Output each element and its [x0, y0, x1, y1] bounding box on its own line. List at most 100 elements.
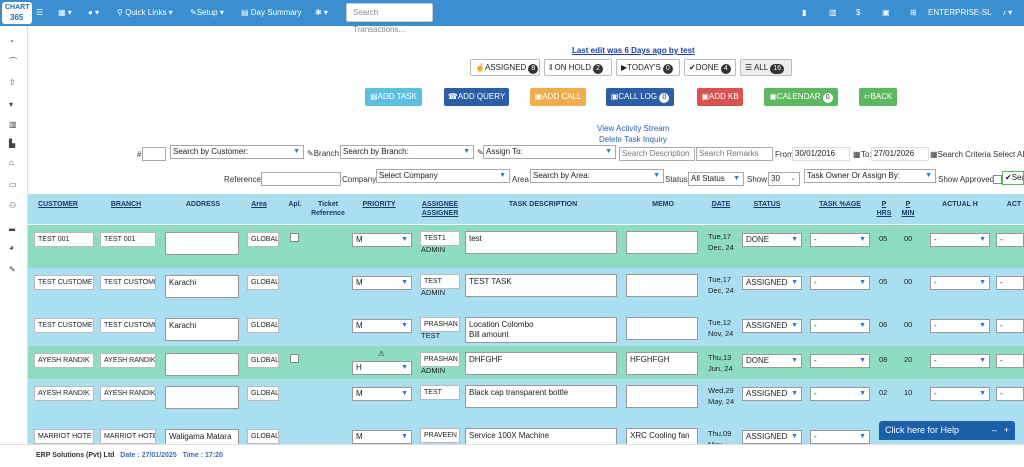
barcode-icon[interactable]: ▥ [9, 120, 17, 129]
col-p-hrs[interactable]: P HRS [876, 201, 892, 217]
calendar-button[interactable]: ▣CALENDAR 0 [764, 88, 838, 106]
branch-cell[interactable]: TEST CUSTOME [100, 318, 156, 333]
filter-todays-button[interactable]: ▶TODAY'S 0 [616, 59, 680, 76]
priority-select[interactable]: M ▼ [352, 387, 412, 401]
day-summary-link[interactable]: ▤ Day Summary [241, 8, 302, 17]
area-select[interactable]: Search by Area: ▼ [530, 169, 664, 183]
customer-cell[interactable]: AYESH RANDIK [34, 386, 94, 401]
menu-icon[interactable]: ☰ [36, 8, 44, 17]
show-count-select[interactable]: 30 ⌄ [768, 172, 800, 186]
status-select[interactable]: ASSIGNED ▼ [742, 430, 802, 444]
col-assignee[interactable]: ASSIGNEE ASSIGNER [421, 201, 459, 217]
expand-icon[interactable]: + [1003, 425, 1009, 435]
assignee-cell[interactable]: TEST1 [420, 231, 460, 246]
status-select[interactable]: All Status ▼ [688, 172, 744, 186]
notification-bell-icon[interactable]: ♪ ▾ [1002, 8, 1013, 17]
wrench-icon[interactable]: ✎ [9, 265, 16, 274]
address-textarea[interactable] [165, 386, 239, 409]
quick-links-menu[interactable]: ⚲ Quick Links ▾ [117, 8, 173, 17]
task-description-textarea[interactable]: DHFGHF [465, 352, 617, 375]
col-area[interactable]: Area [251, 201, 267, 208]
assignee-cell[interactable]: TEST [420, 274, 460, 289]
branch-select[interactable]: Search by Branch: ▼ [340, 145, 474, 159]
setup-menu[interactable]: ✎Setup ▾ [190, 8, 224, 17]
app-logo[interactable]: CHART 365 [2, 2, 32, 24]
view-activity-stream-link[interactable]: View Activity Stream [597, 124, 670, 133]
task-age-select[interactable]: - ▼ [810, 430, 870, 444]
assignee-cell[interactable]: PRASHAN [420, 317, 460, 332]
company-name[interactable]: ENTERPRISE-SL [928, 8, 992, 17]
customer-select[interactable]: Search by Customer: ▼ [170, 145, 304, 159]
priority-select[interactable]: M ▼ [352, 276, 412, 290]
col-branch[interactable]: BRANCH [110, 201, 142, 208]
task-age-select[interactable]: - ▼ [810, 387, 870, 401]
status-select[interactable]: ASSIGNED ▼ [742, 276, 802, 290]
branch-cell[interactable]: TEST CUSTOME [100, 275, 156, 290]
actual-hours-select[interactable]: - ▼ [930, 233, 990, 247]
actual-min-select[interactable]: - [996, 276, 1024, 290]
col-priority[interactable]: PRIORITY [362, 201, 396, 208]
bank-icon[interactable]: ⌂ [9, 158, 14, 167]
upload-icon[interactable]: ⇧ [9, 78, 16, 87]
apl-checkbox[interactable] [290, 233, 299, 242]
add-query-button[interactable]: ☎ADD QUERY [444, 88, 509, 106]
assign-to-select[interactable]: Assign To: ▼ [483, 145, 616, 159]
line-chart-icon[interactable]: ⌒ [9, 57, 17, 66]
add-kb-button[interactable]: ▣ADD KB [697, 88, 743, 106]
filter-onhold-button[interactable]: ‖ ON HOLD 2 [544, 59, 612, 76]
search-button[interactable]: ✔Search [1002, 171, 1024, 185]
dashboard-icon[interactable]: ◔ [9, 37, 14, 46]
filter-done-button[interactable]: ✔DONE 4 [684, 59, 736, 76]
task-age-select[interactable]: - ▼ [810, 233, 870, 247]
add-task-button[interactable]: ▤ADD TASK [365, 88, 422, 106]
last-edit-link[interactable]: Last edit was 6 Days ago by test [572, 46, 695, 55]
apl-checkbox[interactable] [290, 354, 299, 363]
priority-select[interactable]: M ▼ [352, 233, 412, 247]
delete-task-inquiry-link[interactable]: Delete Task Inquiry [599, 135, 667, 144]
cart-icon[interactable]: ▾ [9, 100, 14, 109]
status-select[interactable]: ASSIGNED ▼ [742, 387, 802, 401]
actual-min-select[interactable]: - [996, 319, 1024, 333]
memo-textarea[interactable] [626, 274, 698, 297]
branch-cell[interactable]: AYESH RANDIK [100, 386, 156, 401]
search-remarks-input[interactable]: Search Remarks [696, 147, 773, 161]
address-textarea[interactable]: Karachi [165, 275, 239, 298]
settings-icon[interactable]: ✱ ▾ [315, 8, 328, 17]
customer-cell[interactable]: MARRIOT HOTE [34, 429, 94, 444]
memo-textarea[interactable] [626, 385, 698, 408]
memo-textarea[interactable] [626, 231, 698, 254]
customer-cell[interactable]: AYESH RANDIK [34, 353, 94, 368]
task-owner-select[interactable]: Task Owner Or Assign By: ▼ [804, 169, 936, 183]
calculator-icon[interactable]: ▦ ▾ [58, 8, 72, 17]
status-select[interactable]: DONE ▼ [742, 233, 802, 247]
filter-all-button[interactable]: ☰ ALL 16 [740, 59, 792, 76]
task-age-select[interactable]: - ▼ [810, 354, 870, 368]
priority-select[interactable]: M ▼ [352, 319, 412, 333]
branch-cell[interactable]: MARRIOT HOTE [100, 429, 156, 444]
task-description-textarea[interactable]: Location Colombo Bill amount [465, 317, 617, 343]
minimize-icon[interactable]: – [991, 425, 997, 435]
address-textarea[interactable] [165, 353, 239, 376]
search-description-input[interactable]: Search Description [619, 147, 695, 161]
priority-select[interactable]: M ▼ [352, 430, 412, 444]
ticket-number-input[interactable] [142, 147, 166, 161]
chart-icon[interactable]: ▥ [829, 8, 837, 17]
show-approved-checkbox[interactable] [993, 175, 1002, 184]
col-task-age[interactable]: TASK %AGE [819, 201, 861, 208]
filter-assigned-button[interactable]: ☝ASSIGNED 8 [470, 59, 540, 76]
building-icon[interactable]: ⊞ [910, 8, 917, 17]
memo-textarea[interactable]: HFGHFGH [626, 352, 698, 375]
document-icon[interactable]: ▮ [802, 8, 807, 17]
pie-chart-icon[interactable]: ◕ [9, 243, 14, 252]
add-call-button[interactable]: ▣ADD CALL [530, 88, 586, 106]
calendar-icon[interactable]: ▦ [853, 150, 861, 159]
col-date[interactable]: DATE [711, 201, 731, 208]
assignee-cell[interactable]: PRASHAN [420, 352, 460, 367]
call-log-button[interactable]: ▣CALL LOG 0 [606, 88, 674, 106]
assignee-cell[interactable]: PRAVEEN [420, 428, 460, 443]
col-p-min[interactable]: P MIN [901, 201, 915, 217]
assignee-cell[interactable]: TEST [420, 385, 460, 400]
actual-hours-select[interactable]: - ▼ [930, 276, 990, 290]
customer-cell[interactable]: TEST 001 [34, 232, 94, 247]
factory-icon[interactable]: ▙ [9, 139, 16, 148]
